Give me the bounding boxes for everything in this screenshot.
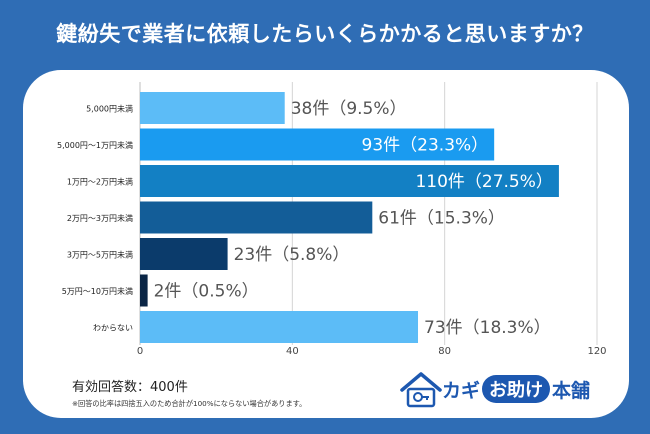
data-label: 61件（15.3%）	[378, 209, 505, 229]
bar	[140, 311, 419, 343]
data-label: 38件（9.5%）	[291, 99, 407, 119]
chart-title: 鍵紛失で業者に依頼したらいくらかかると思いますか？	[56, 22, 594, 46]
logo-otasuke: お助け	[482, 375, 551, 403]
bar	[140, 128, 495, 161]
house-key-icon	[400, 372, 442, 408]
category-label: 5万円～10万円未満	[62, 286, 133, 296]
bar	[140, 201, 373, 234]
category-label: 3万円～5万円未満	[67, 250, 133, 260]
category-label: 5,000円～1万円未満	[57, 140, 133, 150]
logo-kagi: カギ	[442, 379, 481, 402]
rounding-note: ※回答の比率は四捨五入のため合計が100%にならない場合があります。	[72, 399, 307, 408]
data-label: 2件（0.5%）	[154, 282, 259, 302]
data-label: 110件（27.5%）	[415, 172, 552, 192]
data-label: 23件（5.8%）	[234, 245, 350, 265]
x-tick-label: 40	[286, 346, 299, 357]
bar	[140, 92, 285, 124]
x-tick-label: 80	[438, 346, 451, 357]
category-label: 5,000円未満	[86, 104, 133, 114]
logo-honpo: 本舗	[552, 379, 591, 402]
chart-card	[23, 70, 629, 418]
brand-logo: カギ お助け 本舗	[398, 368, 608, 410]
category-label: 2万円～3万円未満	[67, 213, 133, 223]
data-label: 73件（18.3%）	[424, 318, 551, 338]
bar	[140, 274, 148, 307]
x-tick-label: 0	[137, 346, 143, 357]
category-label: わからない	[93, 324, 133, 333]
bar	[140, 165, 559, 197]
data-label: 93件（23.3%）	[362, 136, 489, 156]
x-tick-label: 120	[587, 346, 606, 357]
category-label: 1万円～2万円未満	[67, 177, 133, 187]
bar	[140, 238, 228, 270]
respondent-count: 有効回答数：400件	[72, 380, 188, 395]
